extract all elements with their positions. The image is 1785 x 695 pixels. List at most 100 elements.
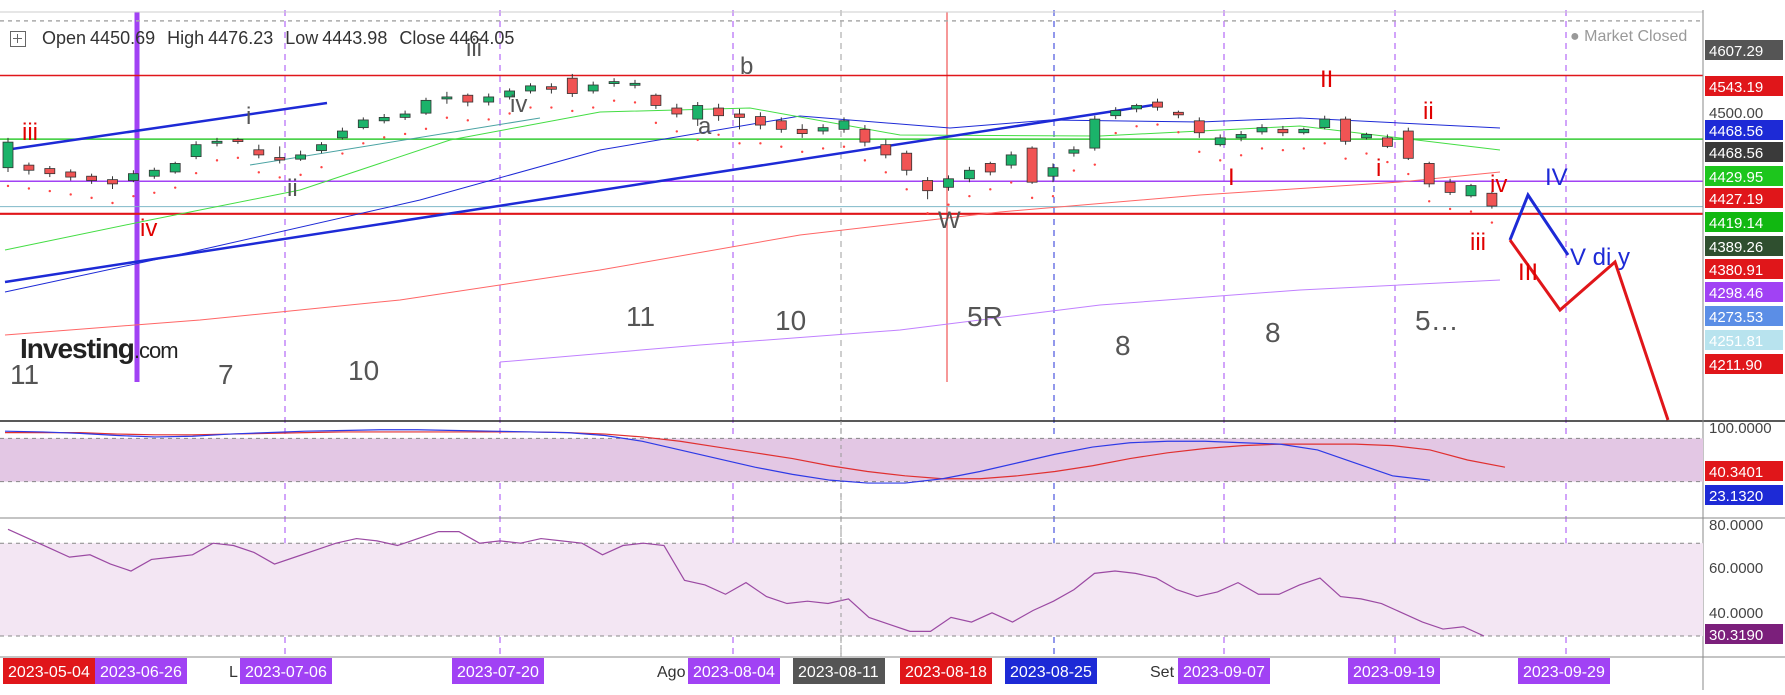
candle-body	[587, 84, 599, 92]
date-label-bg	[240, 658, 332, 684]
candle-body	[1256, 127, 1268, 133]
wave-label-0: iii	[22, 119, 38, 146]
candle-body	[1005, 154, 1017, 166]
osc1-axis-label-0: 100.0000	[1709, 420, 1772, 437]
sar-dot	[759, 142, 762, 145]
candle-2	[44, 165, 56, 193]
cycle-label-4: 10	[775, 305, 806, 336]
wave-label-7: b	[740, 53, 753, 80]
expand-icon[interactable]	[10, 30, 26, 47]
sar-dot	[592, 106, 595, 109]
price-axis-label-6: 4427.19	[1705, 188, 1783, 208]
cycle-label-3: 11	[626, 301, 655, 332]
sar-dot	[571, 109, 574, 113]
investing-logo: Investing.com	[20, 333, 179, 365]
cycle-label-0: 11	[10, 359, 39, 390]
sar-dot	[550, 106, 553, 109]
axis-label-text: 4380.91	[1709, 262, 1763, 279]
date-label-3: 2023-07-06	[240, 658, 332, 684]
sar-dot	[1323, 142, 1326, 145]
candle-7	[148, 167, 160, 194]
wave-label-13: iii	[1470, 229, 1486, 256]
price-axis-label-11: 4273.53	[1705, 306, 1783, 326]
axis-label-text: 30.3190	[1709, 627, 1763, 644]
candle-36	[755, 112, 766, 145]
sar-dot	[487, 118, 490, 121]
candle-body	[692, 105, 704, 120]
candle-16	[336, 127, 348, 155]
candle-44	[922, 177, 933, 215]
candle-body	[211, 140, 223, 144]
candle-25	[525, 83, 536, 109]
axis-label-text: 80.0000	[1709, 517, 1763, 534]
sar-dot	[1260, 147, 1264, 150]
candle-body	[1173, 111, 1184, 116]
candle-body	[734, 113, 745, 118]
sar-dot	[842, 145, 846, 148]
candle-body	[859, 128, 871, 143]
date-label-bg	[688, 658, 780, 684]
axis-label-bg	[1705, 259, 1783, 279]
date-label-11: 2023-09-07	[1178, 658, 1270, 684]
candle-66	[1382, 134, 1393, 164]
candle-22	[462, 93, 474, 122]
candle-body	[127, 173, 139, 181]
axis-label-text: 4298.46	[1709, 285, 1763, 302]
logo-suffix: .com	[133, 338, 179, 363]
date-label-bg	[95, 658, 187, 684]
axis-label-text: 4211.90	[1709, 357, 1762, 374]
wave-label-15: III	[1518, 259, 1538, 286]
candle-11	[232, 137, 244, 160]
candle-32	[671, 103, 683, 133]
high-label: High	[167, 28, 205, 48]
wave-label-17: V di y	[1570, 244, 1630, 271]
sar-dot	[1072, 169, 1076, 172]
sar-dot	[320, 166, 323, 169]
candle-body	[1382, 137, 1393, 147]
candle-body	[232, 139, 244, 142]
candle-34	[713, 103, 724, 137]
candle-body	[1193, 120, 1205, 134]
date-label-13: 2023-09-29	[1518, 658, 1610, 684]
candle-body	[253, 149, 265, 156]
candle-body	[441, 96, 453, 100]
cycle-label-2: 10	[348, 355, 379, 386]
sar-dot	[696, 138, 699, 142]
osc2-axis-label-0: 80.0000	[1709, 517, 1763, 534]
candle-26	[546, 83, 557, 109]
price-axis-label-0: 4607.29	[1705, 40, 1783, 60]
candle-57	[1193, 117, 1205, 154]
candle-body	[1319, 118, 1331, 129]
date-label-bg	[1348, 658, 1440, 684]
candle-30	[629, 79, 641, 104]
candle-body	[1047, 167, 1059, 177]
candle-20	[420, 97, 432, 131]
candle-43	[901, 150, 913, 191]
date-label-2: L	[229, 664, 238, 681]
candle-41	[859, 125, 871, 162]
low-label: Low	[285, 28, 319, 48]
sar-dot	[633, 101, 637, 104]
candle-body	[1402, 130, 1414, 159]
price-axis-label-7: 4419.14	[1705, 212, 1783, 232]
candle-70	[1465, 183, 1477, 213]
sar-dot	[968, 194, 971, 198]
sar-dot	[1114, 131, 1117, 135]
sar-dot	[383, 136, 386, 139]
candle-17	[357, 117, 369, 145]
candle-33	[692, 102, 704, 142]
price-axis-label-5: 4429.95	[1705, 166, 1783, 186]
osc2-band	[0, 543, 1703, 636]
candle-body	[1298, 128, 1310, 134]
osc2-line	[7, 528, 1485, 637]
price-axis-label-1: 4543.19	[1705, 76, 1783, 96]
candle-body	[65, 171, 77, 178]
candle-48	[1005, 151, 1017, 184]
wave-label-4: iii	[466, 35, 482, 62]
axis-label-bg	[1705, 624, 1783, 644]
candle-body	[399, 113, 411, 118]
candle-body	[1235, 134, 1247, 139]
candle-body	[880, 144, 892, 156]
